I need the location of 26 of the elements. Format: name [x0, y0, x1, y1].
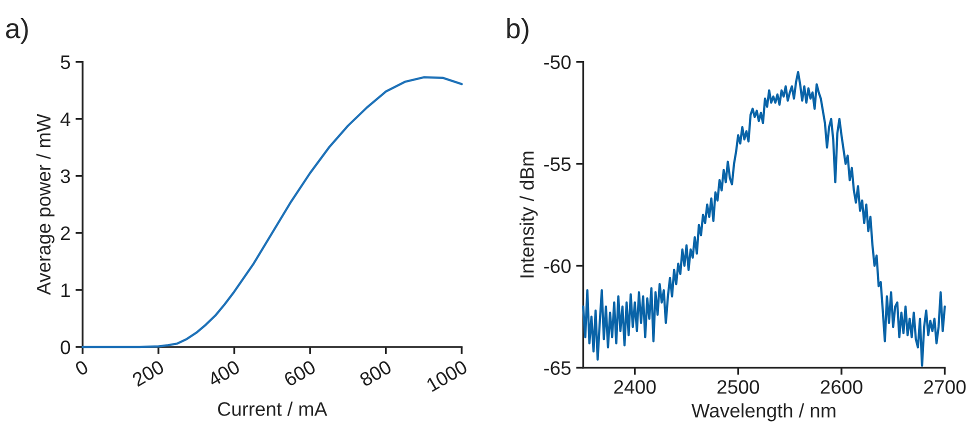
- chart-title: b): [507, 18, 528, 44]
- y-tick-label: 1: [61, 284, 70, 297]
- y-tick-label: 0: [60, 340, 70, 354]
- y-axis-title: Average power / mW: [36, 114, 54, 295]
- y-tick-label: -65: [544, 361, 571, 375]
- x-tick-label: 600: [283, 360, 317, 387]
- y-tick-label: 2: [60, 226, 70, 240]
- x-axis-title: Wavelength / nm: [691, 403, 836, 422]
- y-tick-label: 5: [60, 56, 70, 70]
- x-tick-label: 400: [206, 360, 241, 388]
- x-axis-title: Current / mA: [218, 402, 328, 416]
- x-tick-label: 2400: [614, 380, 656, 394]
- y-tick-label: 4: [60, 112, 70, 126]
- y-tick-label: 3: [60, 169, 70, 184]
- y-axis-title: Intensity / dBm: [520, 152, 538, 278]
- x-tick-label: 0: [74, 360, 90, 376]
- x-tick-label: 800: [358, 360, 392, 387]
- y-tick-label: -50: [544, 55, 571, 70]
- y-tick-label: -60: [544, 259, 571, 274]
- x-tick-label: 2600: [820, 380, 862, 394]
- x-tick-label: 1000: [426, 360, 468, 392]
- chart-title: a): [6, 18, 28, 44]
- x-tick-label: 200: [131, 360, 165, 387]
- x-tick-label: 2700: [924, 380, 966, 394]
- y-tick-label: -55: [544, 158, 571, 172]
- x-tick-label: 2500: [718, 380, 760, 394]
